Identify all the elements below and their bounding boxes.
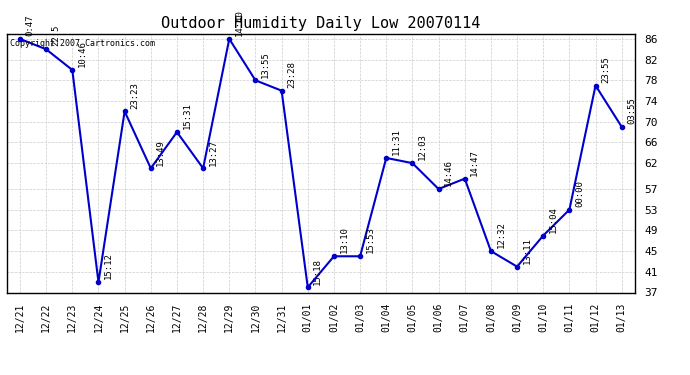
Text: 23:28: 23:28 <box>287 61 296 88</box>
Text: 12:32: 12:32 <box>497 222 506 248</box>
Text: 03:55: 03:55 <box>627 97 636 124</box>
Text: 13:11: 13:11 <box>522 237 531 264</box>
Text: 10:46: 10:46 <box>78 40 87 67</box>
Text: 14:40: 14:40 <box>235 9 244 36</box>
Text: Copyright 2007 Cartronics.com: Copyright 2007 Cartronics.com <box>10 39 155 48</box>
Text: 14:46: 14:46 <box>444 159 453 186</box>
Text: 15:31: 15:31 <box>183 102 192 129</box>
Text: 13:55: 13:55 <box>261 51 270 78</box>
Text: 13:10: 13:10 <box>339 226 348 254</box>
Text: 15:12: 15:12 <box>104 252 113 279</box>
Text: 15:18: 15:18 <box>313 258 322 285</box>
Text: 15:04: 15:04 <box>549 206 558 233</box>
Text: 23:23: 23:23 <box>130 82 139 109</box>
Title: Outdoor Humidity Daily Low 20070114: Outdoor Humidity Daily Low 20070114 <box>161 16 480 31</box>
Text: 0:47: 0:47 <box>26 15 34 36</box>
Text: 13:49: 13:49 <box>157 139 166 165</box>
Text: 22:5: 22:5 <box>52 25 61 46</box>
Text: 23:55: 23:55 <box>601 56 610 83</box>
Text: 11:31: 11:31 <box>392 128 401 155</box>
Text: 14:47: 14:47 <box>471 149 480 176</box>
Text: 12:03: 12:03 <box>418 134 427 160</box>
Text: 00:00: 00:00 <box>575 180 584 207</box>
Text: 15:53: 15:53 <box>366 226 375 254</box>
Text: 13:27: 13:27 <box>208 139 217 165</box>
